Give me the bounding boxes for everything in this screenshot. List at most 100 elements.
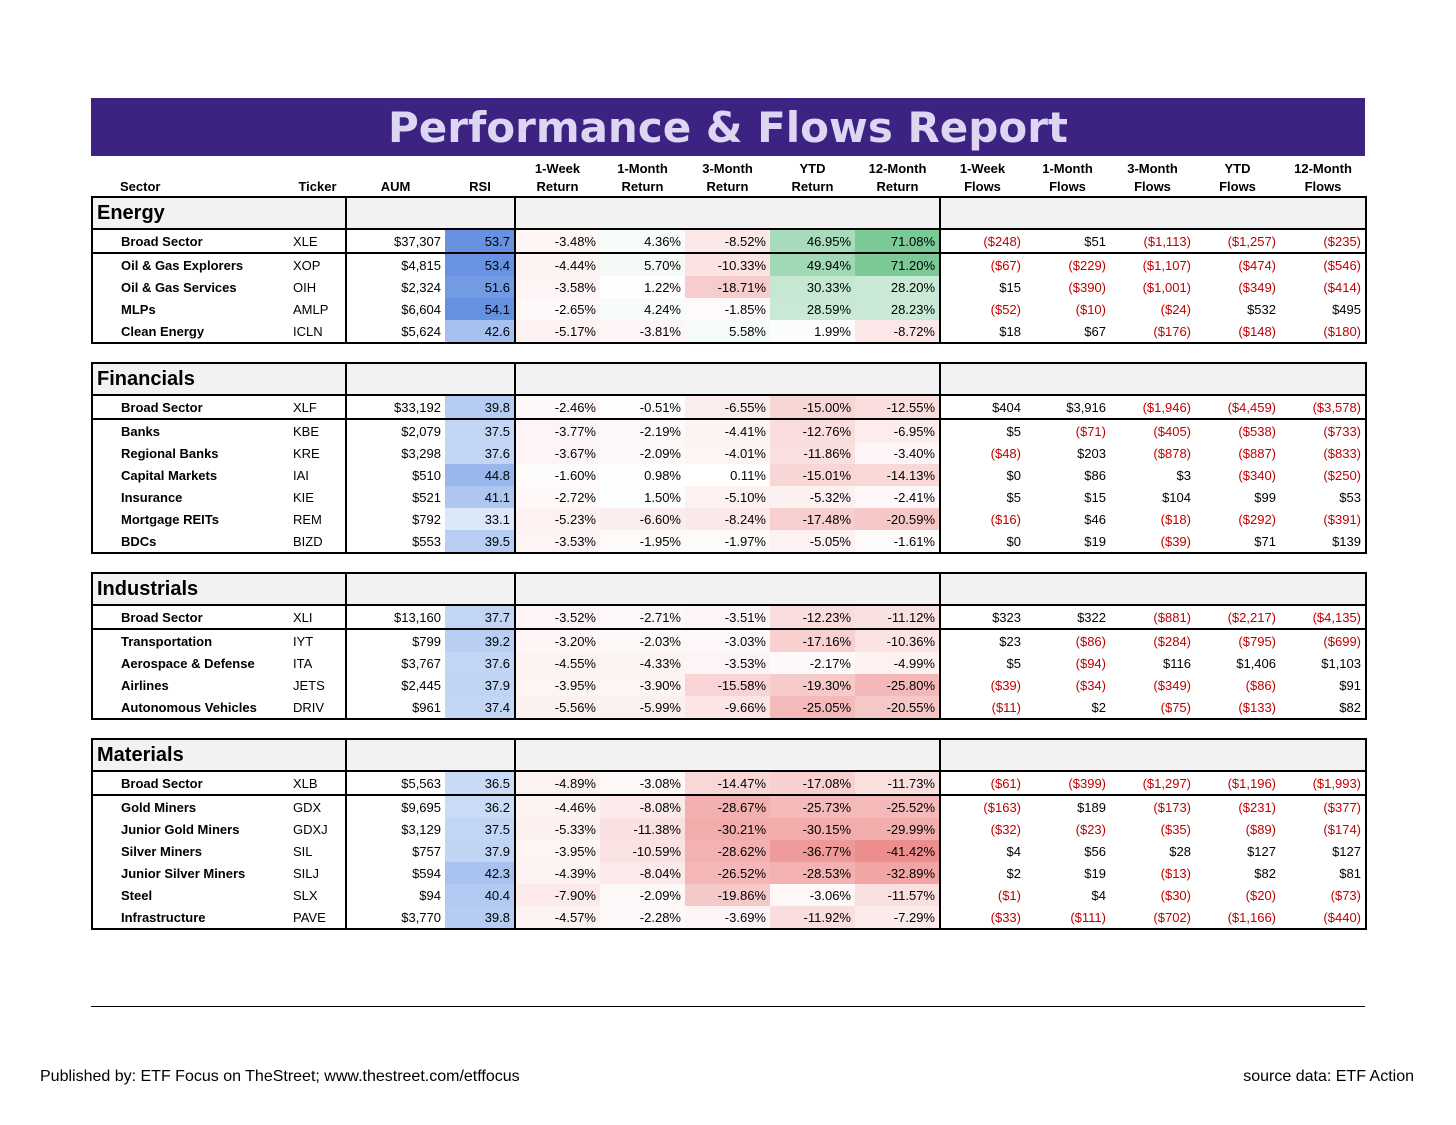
return-cell: -6.55% [685, 395, 770, 420]
fund-name-cell: Capital Markets [91, 464, 289, 486]
flows-cell: $2 [1006, 865, 1021, 881]
fund-name-cell: Banks [91, 419, 289, 442]
return-cell: -20.55% [855, 696, 941, 720]
col-header-return-label: Return [876, 179, 919, 194]
table-row: Regional Banks KRE $3,298 37.6 -3.67% -2.09% -… [91, 442, 1367, 464]
flows-cell: ($180) [1280, 320, 1367, 344]
ticker-cell: DRIV [289, 696, 347, 720]
flows-cell: $139 [1280, 530, 1367, 554]
flows-cell: ($11) [940, 696, 1025, 720]
ticker-cell: GDX [289, 795, 347, 818]
return-cell: -15.01% [770, 464, 855, 486]
return-cell: -3.08% [600, 771, 685, 796]
ticker-cell: XOP [289, 253, 347, 276]
return-cell: -5.23% [515, 508, 600, 530]
return-cell: -4.89% [515, 771, 600, 796]
rsi-cell: 37.4 [445, 696, 516, 720]
col-header-flows-label: Flows [1304, 179, 1342, 194]
col-header-return-label: 1-Month [617, 161, 668, 176]
table-body: Energy Broad Sector XLE $37,307 53.7 -3.48% 4.… [91, 196, 1367, 930]
flows-cell: ($89) [1245, 821, 1276, 837]
return-cell: -10.59% [600, 840, 685, 862]
flows-cell: ($349) [1238, 279, 1276, 295]
section-header-cell [515, 196, 941, 230]
aum-cell: $2,445 [401, 677, 441, 693]
flows-cell: $5 [1006, 489, 1021, 505]
table-header: Sector Ticker AUM RSI 1-Week Return 1-Month Ret… [92, 156, 1366, 197]
col-header-ticker-label: Ticker [298, 179, 337, 194]
return-cell: -4.44% [515, 253, 600, 276]
return-cell: -30.15% [770, 818, 855, 840]
return-cell: -5.05% [770, 530, 855, 554]
return-cell: -3.95% [515, 674, 600, 696]
flows-cell: ($248) [940, 229, 1025, 254]
aum-cell: $3,770 [346, 906, 445, 930]
col-header-return-label: 12-Month [868, 161, 927, 176]
flows-cell: ($61) [940, 771, 1025, 796]
return-cell: -17.08% [770, 771, 855, 796]
return-cell: -25.52% [855, 795, 941, 818]
aum-cell: $2,079 [401, 423, 441, 439]
rsi-cell: 36.5 [445, 771, 516, 796]
col-header-rsi: RSI [445, 156, 515, 197]
flows-cell: ($1,946) [1110, 395, 1195, 420]
flows-cell: ($86) [1075, 633, 1106, 649]
flows-cell: ($73) [1280, 884, 1367, 906]
ticker-cell: IAI [289, 464, 347, 486]
source-text: source data: ETF Action [1243, 1068, 1414, 1085]
fund-name-cell: Aerospace & Defense [91, 652, 289, 674]
fund-name-cell: Insurance [91, 486, 289, 508]
return-cell: -12.23% [770, 605, 855, 630]
col-header-flows-label: Flows [1219, 179, 1256, 194]
col-header-flows-label: 1-Month [1042, 161, 1093, 176]
return-cell: -32.89% [855, 862, 941, 884]
return-cell: -5.32% [770, 486, 855, 508]
flows-cell: ($94) [1075, 655, 1106, 671]
section-spacer [92, 719, 1366, 739]
table-row: Infrastructure PAVE $3,770 39.8 -4.57% -2.28%… [91, 906, 1367, 930]
return-cell: -18.71% [685, 276, 770, 298]
col-header-flows: 3-Month Flows [1110, 156, 1195, 197]
flows-cell: ($250) [1280, 464, 1367, 486]
section-header-cell [940, 196, 1367, 230]
return-cell: 71.08% [855, 229, 941, 254]
col-header-return-label: Return [791, 179, 834, 194]
return-cell: -2.28% [600, 906, 685, 930]
aum-cell: $553 [346, 530, 445, 554]
return-cell: -3.53% [685, 652, 770, 674]
flows-cell: ($32) [990, 821, 1021, 837]
return-cell: -28.53% [770, 862, 855, 884]
flows-cell: ($878) [1153, 445, 1191, 461]
flows-cell: ($702) [1110, 906, 1195, 930]
rsi-cell: 44.8 [445, 464, 516, 486]
section-header-cell [346, 572, 516, 606]
col-header-aum: AUM [346, 156, 445, 197]
flows-cell: ($86) [1245, 677, 1276, 693]
flows-cell: ($1,257) [1195, 229, 1280, 254]
flows-cell: $104 [1162, 489, 1191, 505]
return-cell: -1.61% [855, 530, 941, 554]
table-row: Insurance KIE $521 41.1 -2.72% 1.50% -5.10% -5.… [91, 486, 1367, 508]
return-cell: -15.00% [770, 395, 855, 420]
return-cell: -17.16% [770, 629, 855, 652]
footer-divider [91, 1006, 1365, 1007]
section-spacer [92, 343, 1366, 363]
aum-cell: $5,563 [346, 771, 445, 796]
table-row: Gold Miners GDX $9,695 36.2 -4.46% -8.08% -28.… [91, 795, 1367, 818]
flows-cell: $116 [1163, 655, 1191, 671]
col-header-flows-label: 12-Month [1294, 161, 1352, 176]
return-cell: -25.05% [770, 696, 855, 720]
rsi-cell: 37.5 [445, 419, 516, 442]
flows-cell: $3,916 [1025, 395, 1110, 420]
flows-cell: ($163) [983, 799, 1021, 815]
return-cell: -3.53% [515, 530, 600, 554]
return-cell: -15.58% [685, 674, 770, 696]
return-cell: -2.72% [515, 486, 600, 508]
return-cell: -11.73% [855, 771, 941, 796]
col-header-return: 12-Month Return [855, 156, 940, 197]
col-header-rsi-label: RSI [469, 179, 491, 194]
flows-cell: ($20) [1245, 887, 1276, 903]
fund-name-cell: Gold Miners [91, 795, 289, 818]
flows-cell: ($1,297) [1110, 771, 1195, 796]
section-header-cell [515, 572, 941, 606]
